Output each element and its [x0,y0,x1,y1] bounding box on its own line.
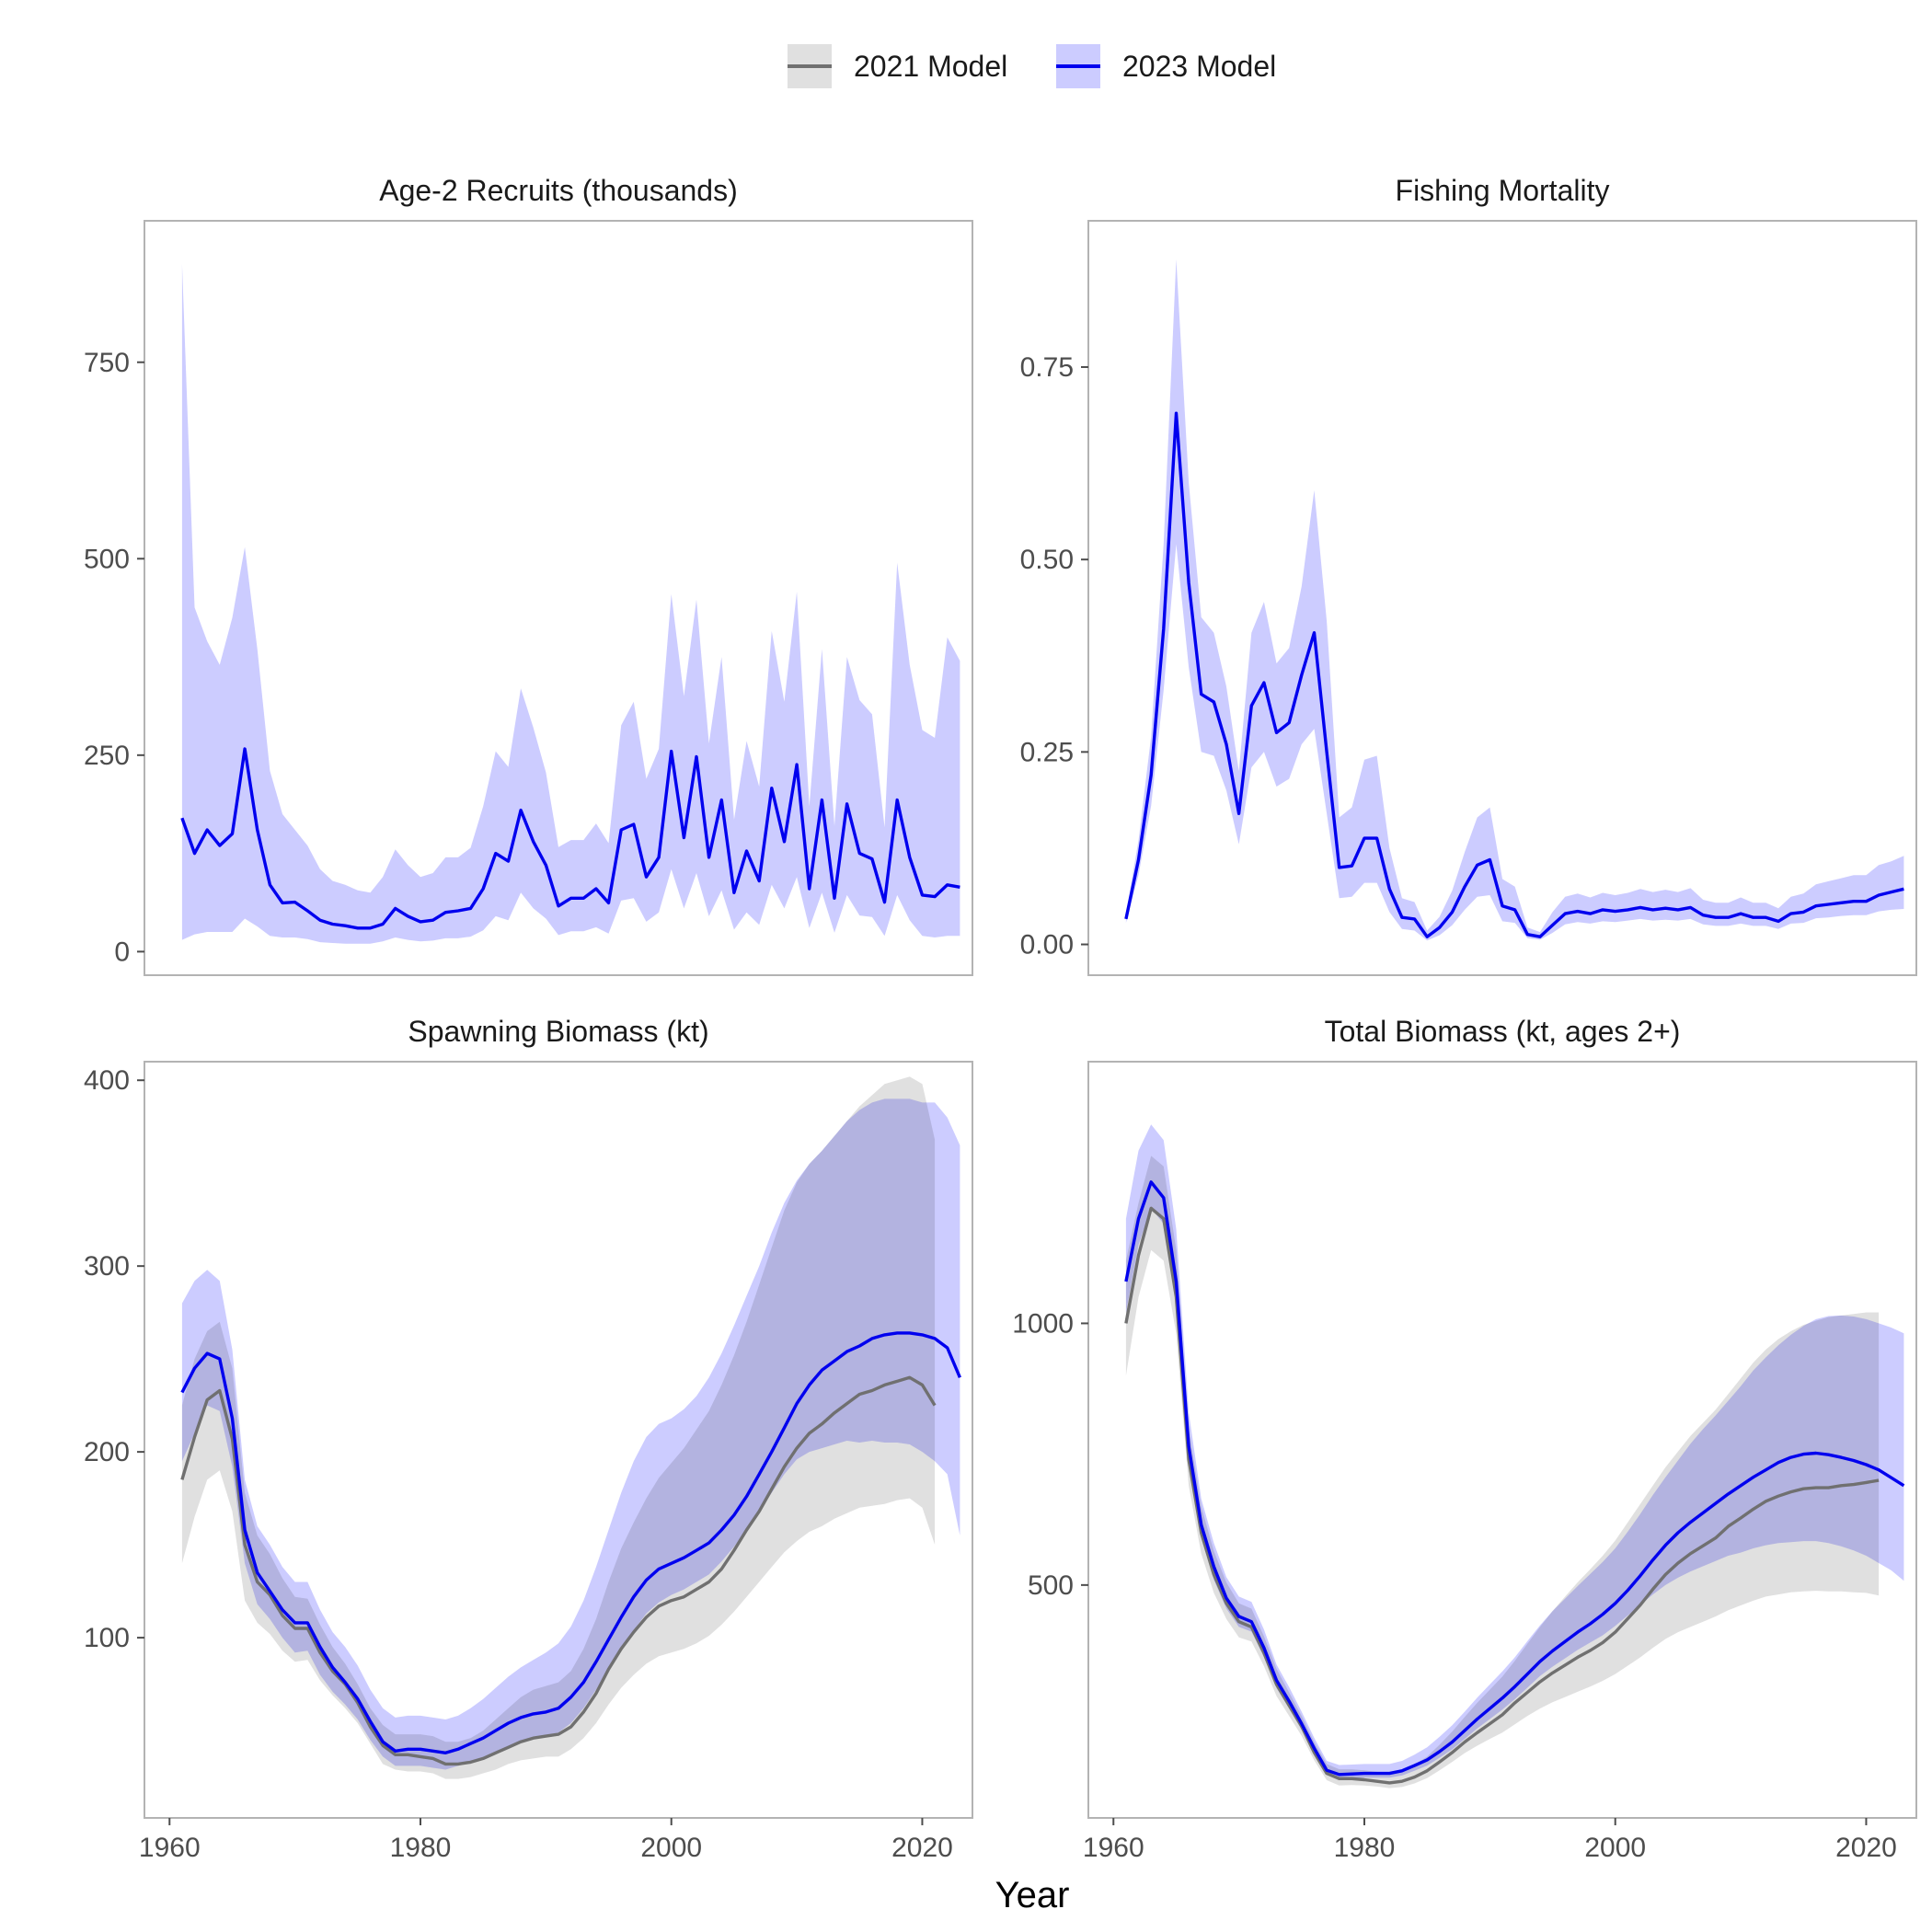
ci-band-2023-model [1125,259,1904,941]
series-line-2023-model [1124,1180,1905,1777]
x-tick-label: 2020 [1835,1833,1897,1863]
panel-4: Total Biomass (kt, ages 2+) 500 1000 1960 19… [1012,1015,1917,1863]
x-tick-label: 1960 [1083,1833,1144,1863]
y-tick-label: 0.50 [1020,545,1074,575]
y-tick-label: 0.25 [1020,737,1074,767]
plot-area [1124,259,1904,941]
y-tick-label: 250 [84,741,130,771]
y-tick-label: 500 [1028,1570,1074,1601]
panel-border [1087,1061,1917,1819]
x-tick-label: 2000 [640,1833,702,1863]
x-axis-label: Year [995,1875,1070,1915]
ci-band-2023-model [181,264,960,944]
panels: Age-2 Recruits (thousands) 0 250 500 750 Fish… [84,174,1917,1863]
y-tick-label: 750 [84,348,130,378]
x-tick-label: 1980 [390,1833,452,1863]
panel-border [1087,220,1917,976]
y-tick-label: 500 [84,544,130,574]
legend: 2021 Model 2023 Model [788,44,1276,88]
panel-title: Age-2 Recruits (thousands) [379,174,738,207]
y-tick-label: 400 [84,1065,130,1096]
plot-area [1124,1124,1905,1788]
x-tick-label: 2020 [891,1833,953,1863]
y-tick-label: 300 [84,1251,130,1282]
y-tick-label: 200 [84,1437,130,1467]
legend-label-2021: 2021 Model [854,50,1007,83]
series-line-2021-model [180,1375,937,1766]
series-line-2021-model [1124,1206,1880,1785]
y-tick-label: 0 [114,937,130,967]
panel-border [144,220,973,976]
series-line-2023-model [180,1331,961,1754]
panel-2: Fishing Mortality 0.00 0.25 0.50 0.75 [1020,174,1917,976]
panel-1: Age-2 Recruits (thousands) 0 250 500 750 [84,174,973,976]
plot-area [180,1076,961,1779]
y-tick-label: 1000 [1012,1308,1074,1339]
panel-title: Total Biomass (kt, ages 2+) [1325,1015,1681,1048]
panel-title: Spawning Biomass (kt) [408,1015,708,1048]
series-line-2023-model [1124,411,1904,938]
panel-border [144,1061,973,1819]
x-tick-label: 1980 [1334,1833,1396,1863]
y-tick-label: 0.75 [1020,352,1074,383]
x-tick-label: 2000 [1584,1833,1646,1863]
ci-band-2023-model [181,1098,960,1770]
panel-3: Spawning Biomass (kt) 100 200 300 400 1960 198… [84,1015,973,1863]
series-line-2023-model [180,747,960,930]
legend-label-2023: 2023 Model [1122,50,1276,83]
panel-title: Fishing Mortality [1396,174,1610,207]
plot-area [180,264,960,944]
x-tick-label: 1960 [139,1833,201,1863]
ci-band-2023-model [1125,1124,1904,1779]
y-tick-label: 100 [84,1623,130,1653]
y-tick-label: 0.00 [1020,930,1074,960]
